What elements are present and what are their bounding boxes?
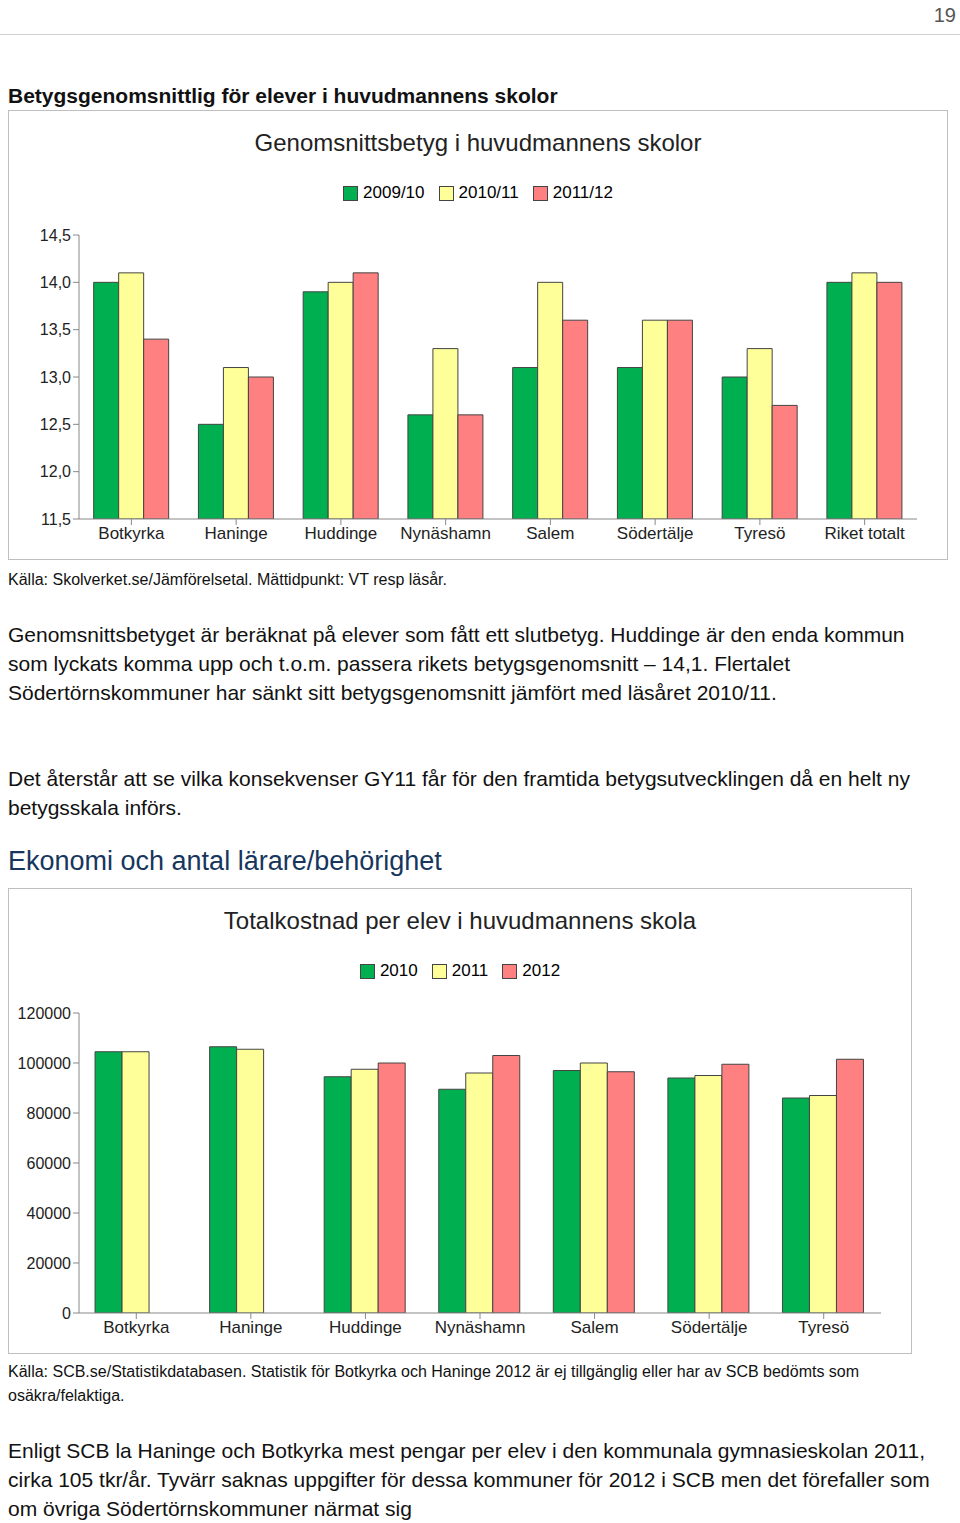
svg-text:120000: 120000 <box>18 1005 71 1022</box>
svg-text:12,5: 12,5 <box>40 416 71 433</box>
svg-text:Nynäshamn: Nynäshamn <box>435 1318 526 1337</box>
svg-text:100000: 100000 <box>18 1055 71 1072</box>
svg-text:60000: 60000 <box>27 1155 72 1172</box>
svg-text:Riket totalt: Riket totalt <box>824 524 905 543</box>
html-text:2011: 2011 <box>451 961 489 980</box>
html-text:Enligt SCB la Haninge och Botk: Enligt SCB la Haninge och Botkyrka mest … <box>8 1439 930 1520</box>
svg-text:80000: 80000 <box>27 1105 72 1122</box>
svg-text:Tyresö: Tyresö <box>734 524 785 543</box>
svg-text:Haninge: Haninge <box>204 524 267 543</box>
svg-text:Haninge: Haninge <box>219 1318 282 1337</box>
svg-text:40000: 40000 <box>27 1205 72 1222</box>
html-text:Det återstår att se vilka kons: Det återstår att se vilka konsekvenser G… <box>8 767 910 819</box>
html-text:2010: 2010 <box>379 961 418 980</box>
html-text:Betygsgenomsnittlig för elever: Betygsgenomsnittlig för elever i huvudma… <box>8 84 558 107</box>
svg-text:Södertälje: Södertälje <box>617 524 694 543</box>
svg-text:0: 0 <box>62 1305 71 1322</box>
html-text:Totalkostnad per elev i huvudm: Totalkostnad per elev i huvudmannens sko… <box>223 907 697 934</box>
html-text:Genomsnittsbetyg i huvudmannen: Genomsnittsbetyg i huvudmannens skolor <box>254 129 702 156</box>
svg-text:Salem: Salem <box>526 524 574 543</box>
html-text:2010/11: 2010/11 <box>458 183 519 202</box>
html-text:2009/10: 2009/10 <box>363 183 425 202</box>
svg-text:20000: 20000 <box>27 1255 72 1272</box>
html-text:Källa: Skolverket.se/Jämförels: Källa: Skolverket.se/Jämförelsetal. Mätt… <box>8 571 447 588</box>
svg-text:12,0: 12,0 <box>40 463 71 480</box>
html-text:Genomsnittsbetyget är beräknat: Genomsnittsbetyget är beräknat på elever… <box>8 623 905 704</box>
svg-text:Nynäshamn: Nynäshamn <box>400 524 491 543</box>
svg-text:14,0: 14,0 <box>40 274 71 291</box>
svg-text:Salem: Salem <box>570 1318 618 1337</box>
svg-text:Botkyrka: Botkyrka <box>98 524 165 543</box>
svg-text:Södertälje: Södertälje <box>671 1318 748 1337</box>
svg-text:11,5: 11,5 <box>41 511 71 528</box>
html-text:2012: 2012 <box>522 961 561 980</box>
html-text:2011/12: 2011/12 <box>552 183 613 202</box>
svg-text:Huddinge: Huddinge <box>329 1318 402 1337</box>
html-text:Källa: SCB.se/Statistikdatabas: Källa: SCB.se/Statistikdatabasen. Statis… <box>8 1363 860 1404</box>
svg-text:14,5: 14,5 <box>40 227 71 244</box>
html-text:19: 19 <box>933 4 956 26</box>
svg-text:Botkyrka: Botkyrka <box>103 1318 170 1337</box>
svg-text:Tyresö: Tyresö <box>798 1318 849 1337</box>
svg-text:Huddinge: Huddinge <box>304 524 377 543</box>
svg-text:13,5: 13,5 <box>40 321 71 338</box>
html-text:Ekonomi och antal lärare/behör: Ekonomi och antal lärare/behörighet <box>8 846 442 876</box>
svg-text:13,0: 13,0 <box>40 369 71 386</box>
